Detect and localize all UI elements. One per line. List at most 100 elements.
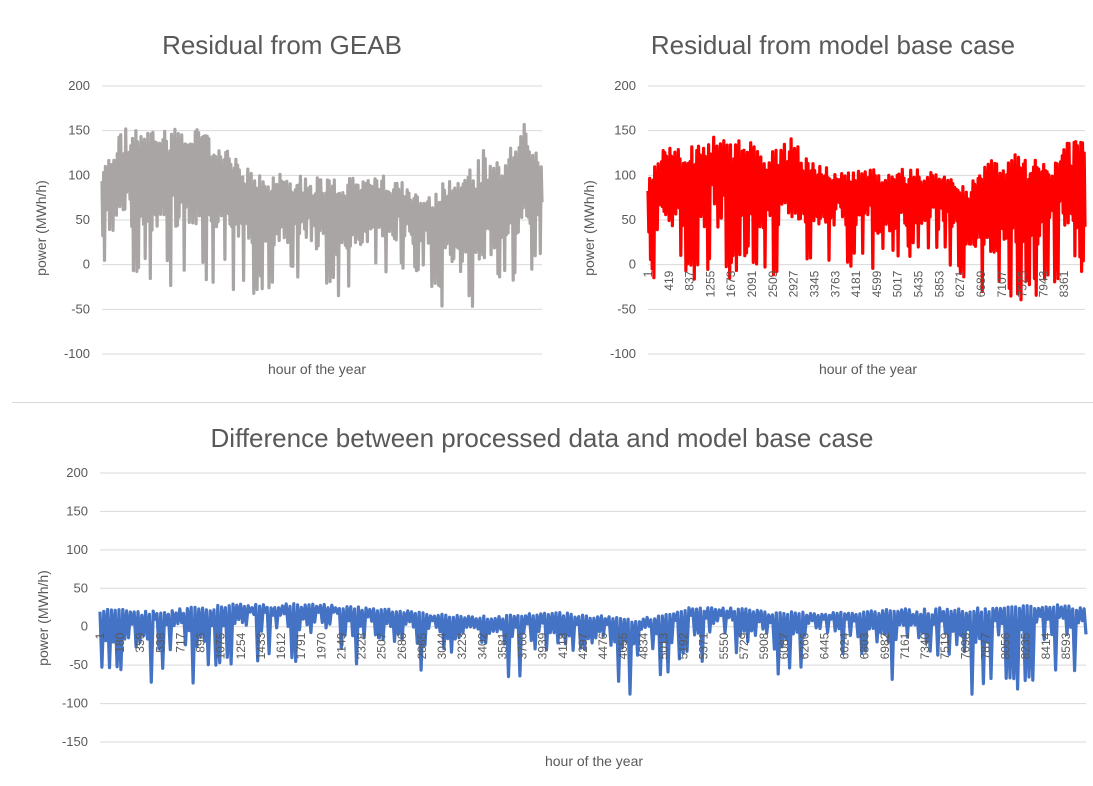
- x-tick-label: 8056: [999, 632, 1013, 659]
- x-tick-label: 6271: [953, 270, 967, 297]
- x-tick-label: 3044: [435, 632, 449, 659]
- y-axis-label: power (MWh/h): [35, 570, 51, 666]
- x-tick-label: 2091: [745, 270, 759, 297]
- y-tick-label: -150: [62, 734, 88, 749]
- y-tick-label: 200: [68, 78, 90, 93]
- x-tick-label: 6982: [878, 632, 892, 659]
- x-tick-label: 5908: [757, 632, 771, 659]
- chart-title: Difference between processed data and mo…: [211, 423, 874, 453]
- y-axis-label: power (MWh/h): [33, 180, 49, 276]
- x-tick-label: 4599: [870, 270, 884, 297]
- series-line: [646, 135, 1087, 302]
- x-tick-label: 6624: [838, 632, 852, 659]
- y-tick-label: -50: [69, 657, 88, 672]
- x-tick-label: 7943: [1036, 270, 1050, 297]
- x-tick-label: 1: [93, 632, 107, 639]
- y-tick-label: 0: [629, 257, 636, 272]
- x-tick-label: 4655: [616, 632, 630, 659]
- x-tick-label: 7519: [938, 632, 952, 659]
- x-tick-label: 6689: [974, 270, 988, 297]
- y-tick-label: 0: [81, 619, 88, 634]
- chart-residual-geab: -100 -50 0 50 100 150 200 Residual from GEAB h…: [33, 30, 544, 377]
- x-tick-label: 8414: [1039, 632, 1053, 659]
- chart-difference: -150 -100 -50 0 50 100 150 200 1 180 359 538 717 896…: [35, 423, 1088, 769]
- x-tick-label: 2507: [375, 632, 389, 659]
- x-tick-label: 4834: [636, 632, 650, 659]
- x-tick-label: 8593: [1059, 632, 1073, 659]
- x-tick-label: 1254: [234, 632, 248, 659]
- x-tick-label: 7698: [958, 632, 972, 659]
- x-tick-label: 2927: [787, 270, 801, 297]
- x-axis-label: hour of the year: [819, 361, 917, 377]
- chart-residual-model: -100 -50 0 50 100 150 200 1 419 837 1255 1673 2091 2…: [581, 30, 1087, 377]
- y-tick-label: -100: [64, 346, 90, 361]
- y-tick-label: 100: [614, 167, 636, 182]
- x-tick-label: 6803: [858, 632, 872, 659]
- x-tick-label: 896: [194, 632, 208, 652]
- y-tick-label: 100: [66, 542, 88, 557]
- x-tick-label: 3581: [495, 632, 509, 659]
- x-tick-label: 3763: [828, 270, 842, 297]
- x-axis-label: hour of the year: [268, 361, 366, 377]
- x-tick-label: 3760: [516, 632, 530, 659]
- x-tick-label: 2509: [766, 270, 780, 297]
- x-tick-label: 1075: [214, 632, 228, 659]
- x-tick-label: 7525: [1016, 270, 1030, 297]
- x-tick-label: 538: [153, 632, 167, 652]
- x-tick-label: 717: [174, 632, 188, 652]
- chart-title: Residual from GEAB: [162, 30, 402, 60]
- x-axis-label: hour of the year: [545, 753, 643, 769]
- x-tick-label: 1673: [724, 270, 738, 297]
- x-tick-label: 359: [133, 632, 147, 652]
- x-tick-label: 4297: [576, 632, 590, 659]
- series-line: [100, 122, 544, 308]
- y-tick-label: 200: [614, 78, 636, 93]
- x-tick-label: 8361: [1057, 270, 1071, 297]
- x-tick-label: 4118: [556, 632, 570, 658]
- x-tick-label: 7161: [898, 632, 912, 659]
- x-tick-label: 7340: [918, 632, 932, 659]
- series-line: [98, 602, 1088, 696]
- x-tick-label: 1791: [294, 632, 308, 659]
- x-tick-label: 5013: [656, 632, 670, 659]
- x-tick-label: 6445: [817, 632, 831, 659]
- chart-panel-residual-model: -100 -50 0 50 100 150 200 1 419 837 1255 1673 2091 2…: [558, 8, 1093, 402]
- y-tick-label: 50: [622, 212, 636, 227]
- x-tick-label: 2865: [415, 632, 429, 659]
- y-tick-label: 200: [66, 465, 88, 480]
- y-tick-label: -50: [617, 301, 636, 316]
- x-tick-label: 6266: [797, 632, 811, 659]
- y-tick-label: 150: [614, 123, 636, 138]
- x-tick-label: 6087: [777, 632, 791, 659]
- x-tick-label: 5729: [737, 632, 751, 659]
- y-tick-label: 150: [68, 123, 90, 138]
- x-tick-label: 5435: [912, 270, 926, 297]
- x-tick-label: 3939: [536, 632, 550, 659]
- y-tick-label: -50: [71, 301, 90, 316]
- x-tick-label: 1: [641, 270, 655, 277]
- y-axis-label: power (MWh/h): [581, 180, 597, 276]
- chart-panel-difference: -150 -100 -50 0 50 100 150 200 1 180 359 538 717 896…: [12, 402, 1093, 786]
- x-tick-label: 2149: [335, 632, 349, 659]
- x-tick-label: 3345: [808, 270, 822, 297]
- x-tick-label: 5853: [932, 270, 946, 297]
- x-tick-label: 8235: [1019, 632, 1033, 659]
- chart-panel-residual-geab: -100 -50 0 50 100 150 200 Residual from GEAB h…: [12, 8, 559, 402]
- x-tick-label: 4181: [849, 270, 863, 297]
- x-tick-label: 5192: [677, 632, 691, 659]
- y-tick-label: -100: [610, 346, 636, 361]
- x-tick-label: 2686: [395, 632, 409, 659]
- x-tick-label: 7107: [995, 270, 1009, 297]
- x-tick-label: 1433: [254, 632, 268, 659]
- x-tick-label: 1970: [314, 632, 328, 659]
- y-tick-label: 50: [76, 212, 90, 227]
- x-tick-label: 837: [683, 270, 697, 290]
- x-tick-label: 180: [113, 632, 127, 652]
- x-tick-label: 1612: [274, 632, 288, 659]
- y-tick-label: 50: [74, 580, 88, 595]
- y-tick-label: 150: [66, 503, 88, 518]
- x-tick-label: 7877: [978, 632, 992, 659]
- x-tick-label: 3402: [475, 632, 489, 659]
- y-tick-label: 0: [83, 257, 90, 272]
- x-tick-label: 5550: [717, 632, 731, 659]
